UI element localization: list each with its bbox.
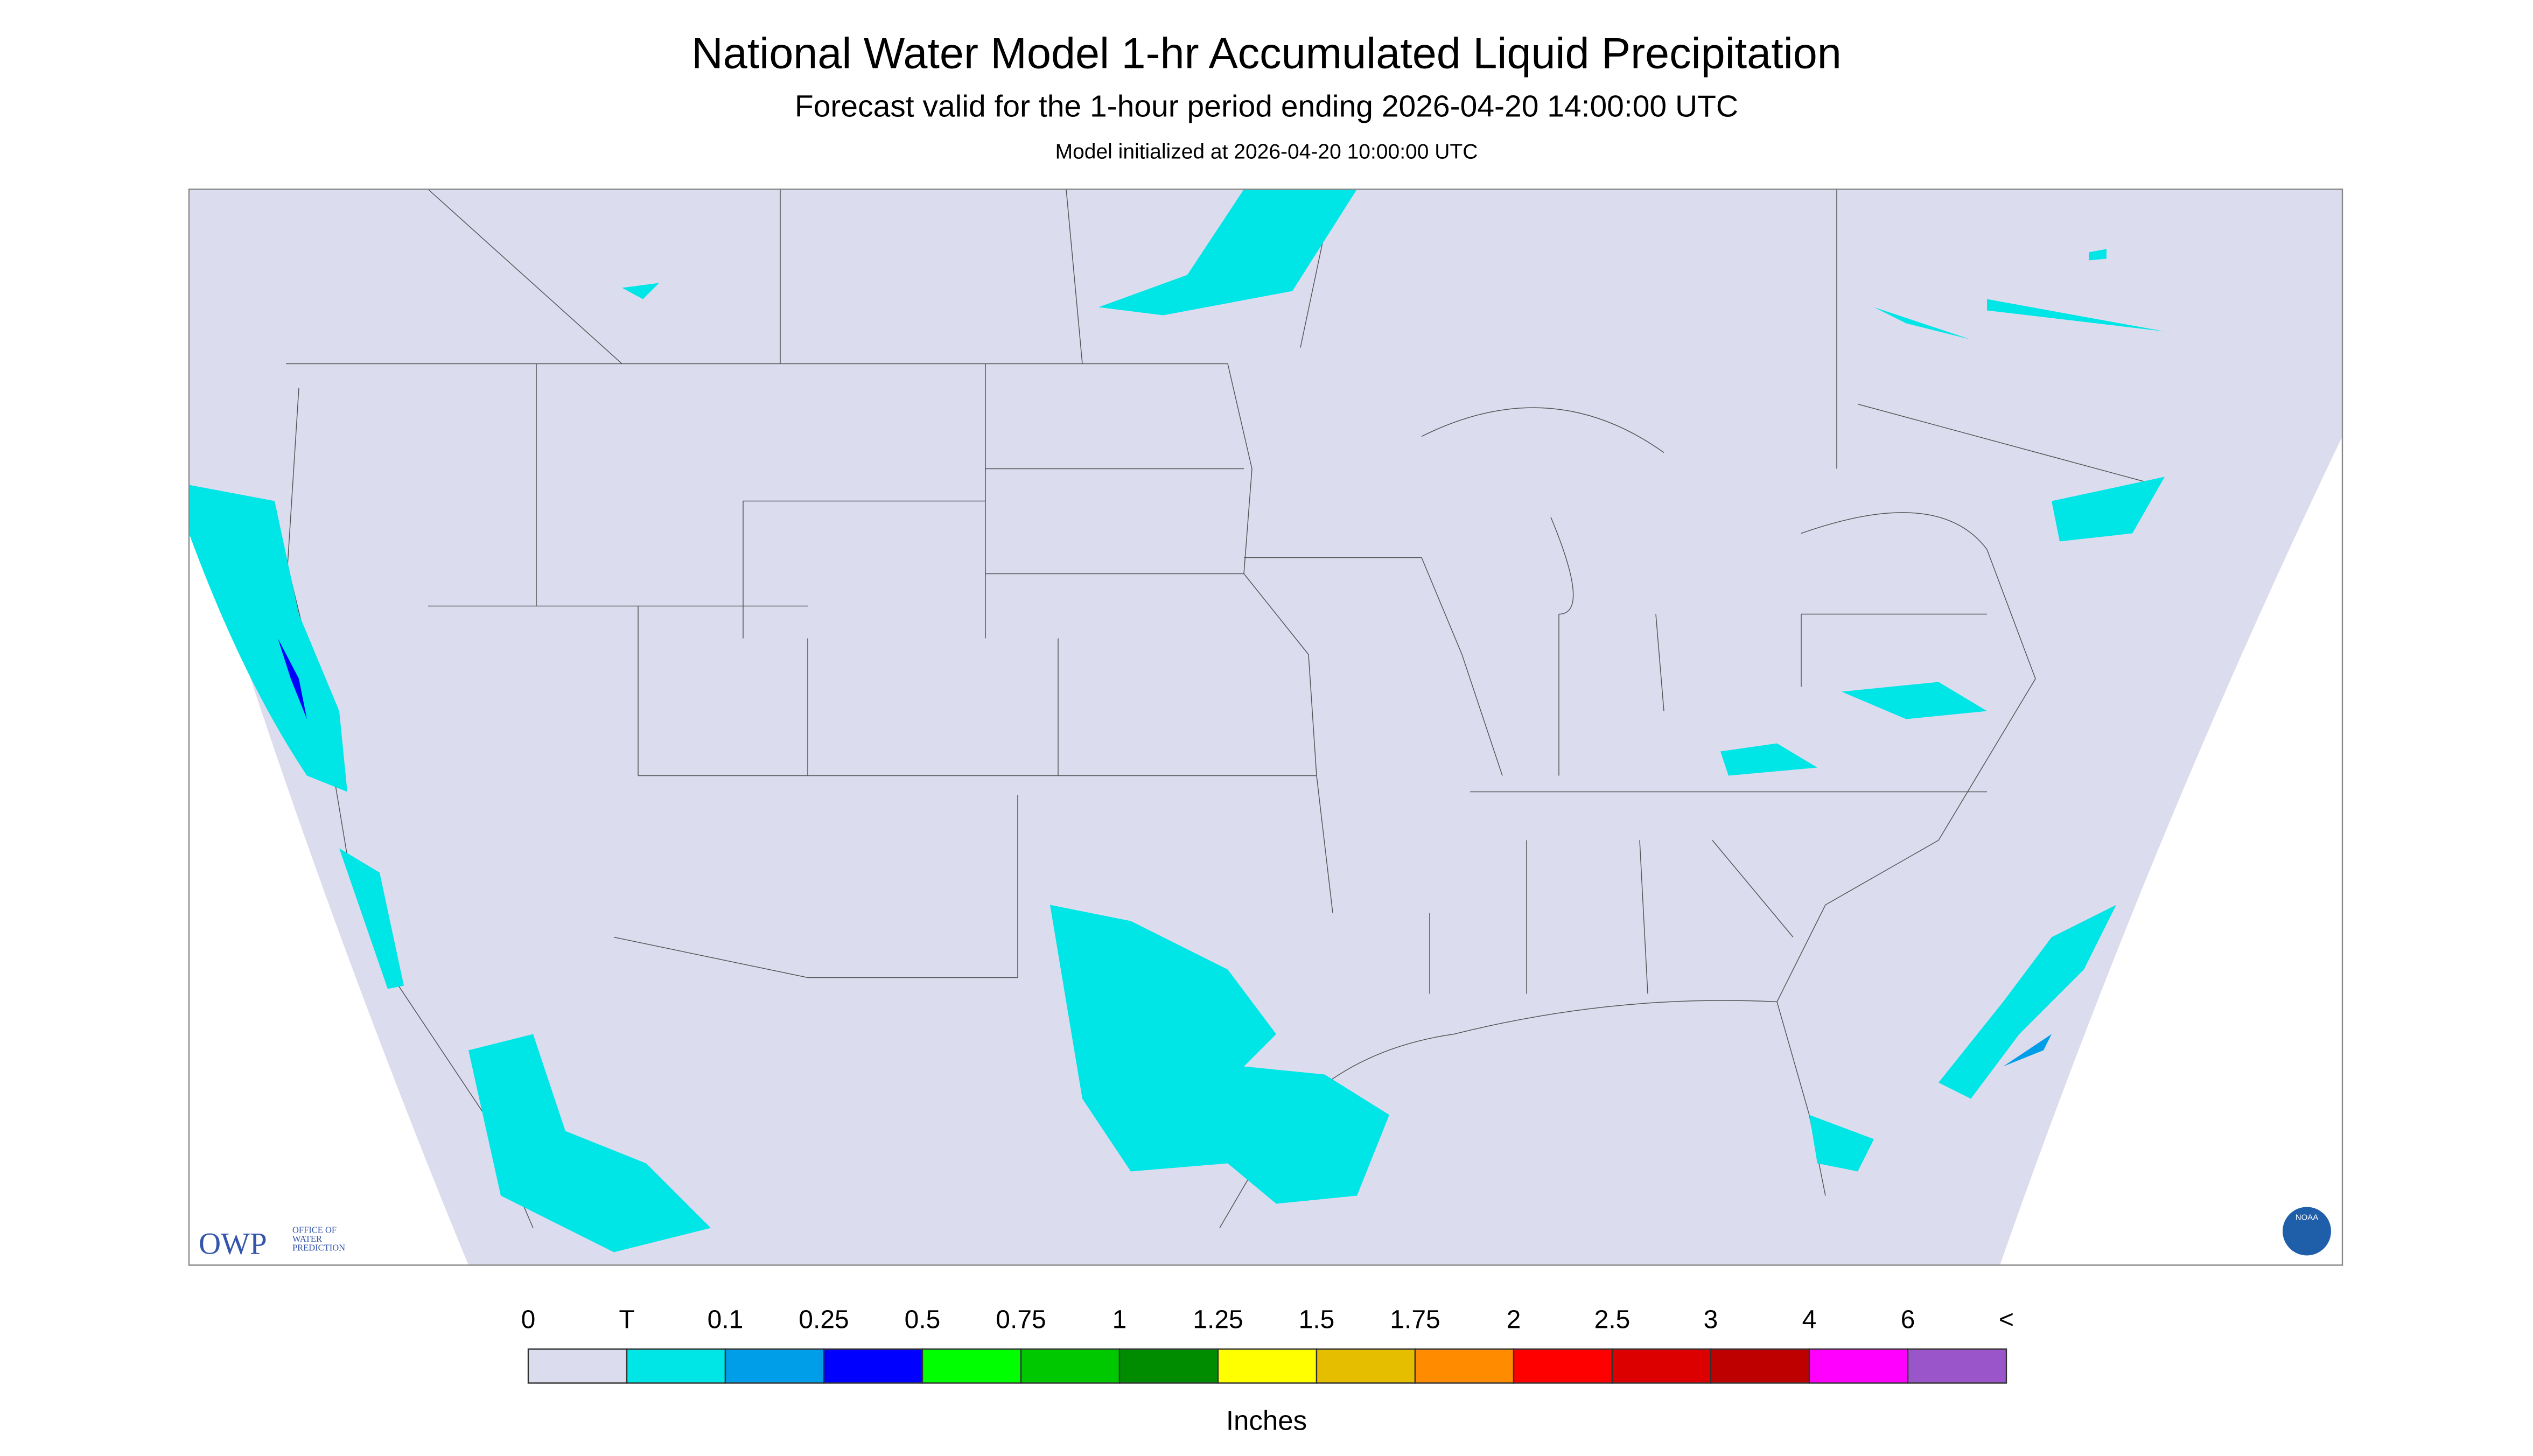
legend-label: 3 xyxy=(1704,1306,1718,1334)
legend-swatch xyxy=(527,1348,628,1384)
legend-swatch xyxy=(1020,1348,1121,1384)
legend-label: 0.1 xyxy=(708,1306,744,1334)
precipitation xyxy=(189,189,2165,1252)
legend-swatch xyxy=(1118,1348,1219,1384)
legend-label: < xyxy=(1999,1306,2014,1334)
noaa-logo xyxy=(2283,1207,2331,1256)
subtitle: Forecast valid for the 1-hour period end… xyxy=(795,89,1738,124)
legend-swatch xyxy=(626,1348,726,1384)
legend-swatch xyxy=(921,1348,1022,1384)
legend-swatch xyxy=(1513,1348,1613,1384)
legend-swatch xyxy=(1710,1348,1810,1384)
legend-swatch xyxy=(724,1348,825,1384)
legend-label: T xyxy=(619,1306,634,1334)
legend-swatch xyxy=(823,1348,923,1384)
map-border xyxy=(188,188,2343,1266)
legend-label: 0.25 xyxy=(799,1306,849,1334)
legend-label: 0.75 xyxy=(996,1306,1046,1334)
owp-text-line: WATER xyxy=(292,1234,322,1244)
legend-swatch xyxy=(1414,1348,1515,1384)
owp-text-line: OFFICE OF xyxy=(292,1225,337,1235)
legend-swatch xyxy=(1907,1348,2007,1384)
owp-text-line: PREDICTION xyxy=(292,1243,345,1253)
legend-unit: Inches xyxy=(1226,1405,1307,1436)
legend-swatch xyxy=(1217,1348,1318,1384)
init-time: Model initialized at 2026-04-20 10:00:00… xyxy=(1055,141,1478,164)
legend-swatch xyxy=(1808,1348,1909,1384)
title: National Water Model 1-hr Accumulated Li… xyxy=(691,30,1842,78)
legend-label: 1.25 xyxy=(1193,1306,1243,1334)
legend-label: 2 xyxy=(1507,1306,1521,1334)
legend-label: 0.5 xyxy=(905,1306,941,1334)
legend-swatch xyxy=(1316,1348,1416,1384)
legend-label: 4 xyxy=(1802,1306,1817,1334)
legend-label: 0 xyxy=(521,1306,536,1334)
noaa-text: NOAA xyxy=(2296,1213,2319,1222)
legend-label: 1.75 xyxy=(1390,1306,1440,1334)
legend: 0 T 0.1 0.25 0.5 0.75 1 1.25 1.5 1.75 2 2.5 3 4 6 < xyxy=(521,1306,2014,1384)
model-domain xyxy=(189,189,2342,1265)
owp-logo: OWP xyxy=(199,1227,267,1261)
legend-label: 1 xyxy=(1112,1306,1127,1334)
legend-label: 2.5 xyxy=(1594,1306,1631,1334)
legend-label: 1.5 xyxy=(1299,1306,1335,1334)
legend-label: 6 xyxy=(1901,1306,1915,1334)
legend-swatch xyxy=(1611,1348,1712,1384)
